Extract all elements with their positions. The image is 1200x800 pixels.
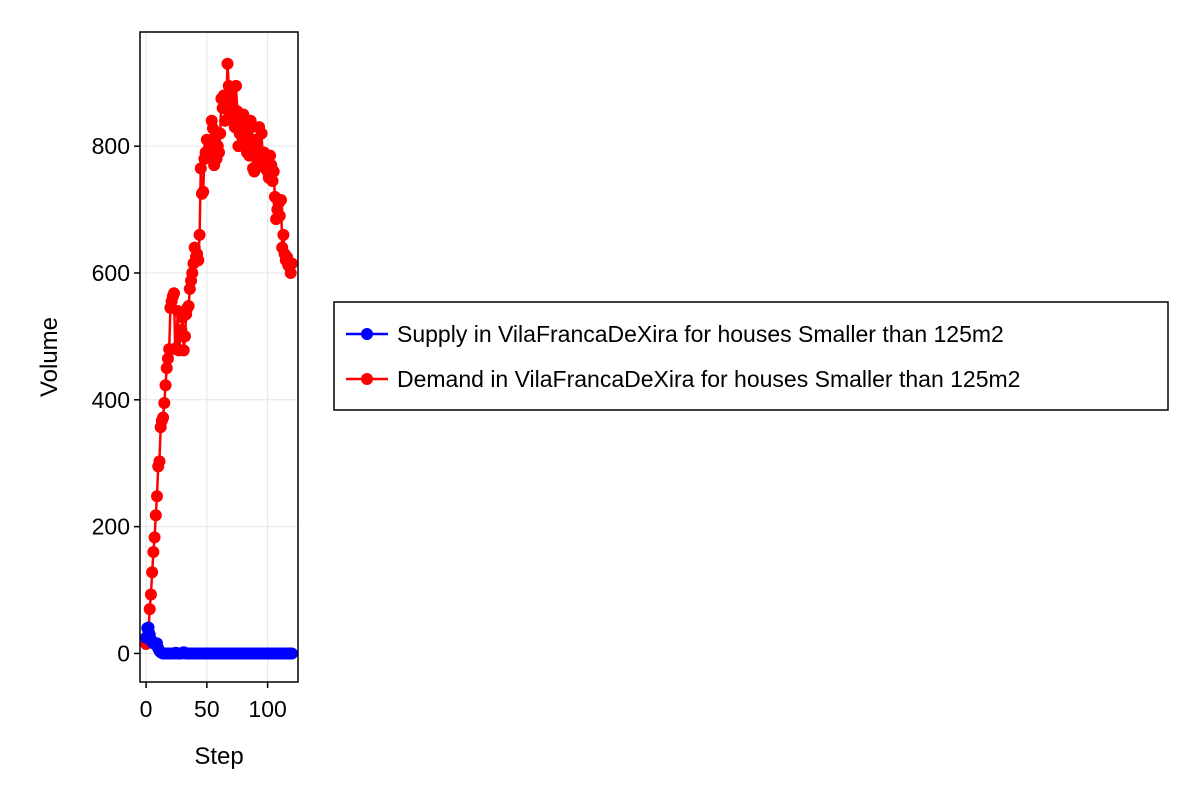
legend-marker-demand [361,373,373,385]
data-point-supply-120 [285,647,298,660]
data-point-demand-18 [161,352,174,365]
x-tick-label-2: 100 [248,696,286,722]
data-point-demand-15 [158,396,171,409]
data-point-demand-8 [149,509,162,522]
data-point-demand-4 [144,588,157,601]
data-point-demand-43 [192,254,205,267]
legend: Supply in VilaFrancaDeXira for houses Sm… [333,301,1169,411]
data-point-demand-104 [266,175,279,188]
plot-frame [139,31,299,683]
legend-label-supply: Supply in VilaFrancaDeXira for houses Sm… [397,321,1004,347]
data-point-demand-113 [277,228,290,241]
data-point-demand-47 [197,185,210,198]
y-axis-title: Volume [36,317,63,397]
data-point-demand-105 [267,165,280,178]
data-point-demand-38 [186,266,199,279]
axis-ticks: 0 50 100 0 200 400 600 800 [92,133,287,722]
x-tick-label-1: 50 [194,696,220,722]
data-point-demand-120 [285,257,298,270]
series-layer [140,57,298,660]
data-point-demand-6 [147,546,160,558]
data-point-demand-17 [160,362,173,375]
legend-box [333,301,1169,411]
data-point-demand-16 [159,379,172,392]
y-tick-label-4: 800 [92,133,130,159]
data-point-demand-95 [255,127,268,140]
data-point-demand-74 [230,79,243,92]
legend-marker-supply [361,328,373,340]
data-point-demand-89 [248,165,261,178]
data-point-demand-35 [182,299,195,312]
data-point-demand-3 [143,603,156,616]
data-point-demand-67 [221,57,234,70]
data-point-demand-60 [213,146,225,159]
data-point-demand-44 [193,228,206,241]
data-point-demand-23 [168,287,181,300]
data-point-demand-110 [273,209,286,222]
y-tick-label-0: 0 [117,640,130,666]
data-point-demand-31 [177,344,190,357]
data-point-demand-61 [214,127,227,140]
x-axis-title: Step [194,743,243,770]
data-point-demand-7 [148,531,161,544]
data-point-demand-5 [146,566,159,579]
data-point-demand-111 [274,194,287,207]
y-tick-label-1: 200 [92,514,130,540]
series-supply [140,621,298,660]
data-point-demand-32 [178,330,191,343]
y-tick-label-3: 600 [92,260,130,286]
data-point-demand-119 [284,266,297,279]
legend-label-demand: Demand in VilaFrancaDeXira for houses Sm… [397,366,1020,392]
data-point-demand-102 [264,149,277,162]
data-point-demand-14 [157,411,170,424]
y-tick-label-2: 400 [92,387,130,413]
data-point-demand-11 [153,455,166,468]
data-point-demand-45 [194,162,207,175]
x-tick-label-0: 0 [140,696,153,722]
data-point-demand-9 [151,490,164,503]
data-point-demand-69 [223,89,236,102]
